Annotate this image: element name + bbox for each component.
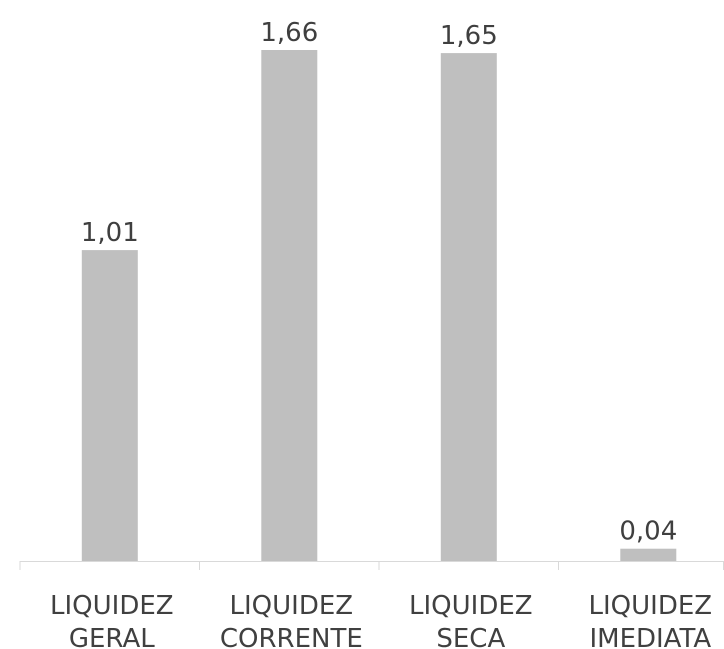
data-label-2: 1,66 [260,18,318,48]
data-label-4: 0,04 [619,517,677,547]
category-label-3-line-1: LIQUIDEZ [409,591,533,621]
category-label-1-line-2: GERAL [69,624,155,649]
bar-4 [620,548,677,561]
data-label-3: 1,65 [440,21,498,51]
bar-3 [440,53,497,561]
category-label-4-line-1: LIQUIDEZ [589,591,713,621]
category-label-4-line-2: IMEDIATA [589,624,711,649]
plot-area: 1,01 1,66 1,65 0,04 LIQUIDEZ GERAL LIQUIDEZ COR… [19,18,724,649]
data-label-1: 1,01 [81,218,139,248]
category-label-2-line-2: CORRENTE [220,624,363,649]
bar-2 [261,50,318,561]
category-label-2-line-1: LIQUIDEZ [230,591,354,621]
category-label-1-line-1: LIQUIDEZ [50,591,174,621]
bar-1 [81,250,138,561]
category-label-3-line-2: SECA [436,624,505,649]
